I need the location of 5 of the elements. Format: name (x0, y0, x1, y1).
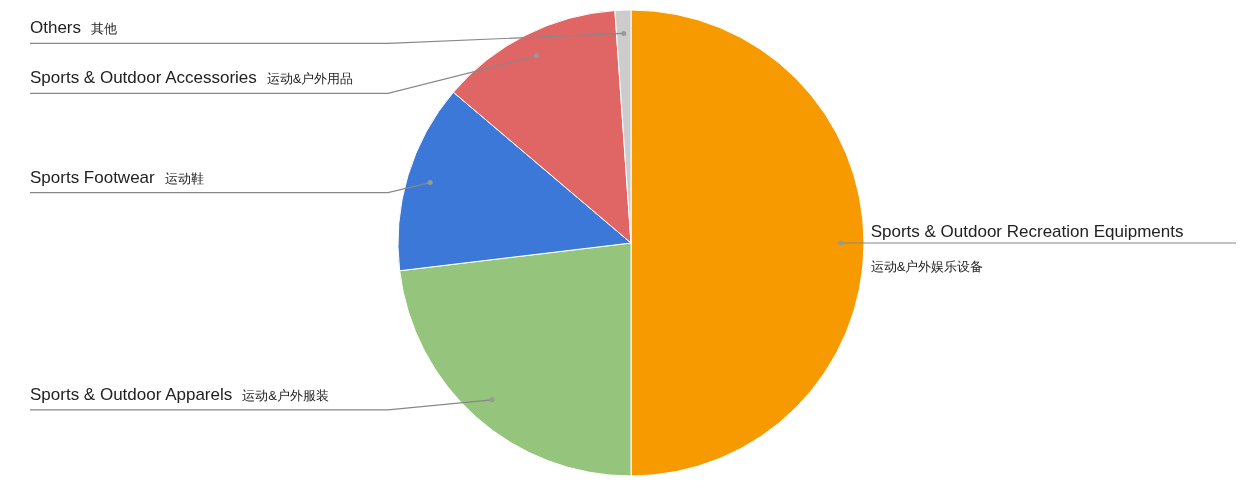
slice-label: Sports & Outdoor Apparels 运动&户外服装 (30, 384, 329, 404)
slice-label: Sports & Outdoor Recreation Equipments 运动&户外娱乐设备 (870, 222, 1184, 274)
slice-label: Others 其他 (30, 18, 118, 38)
slice-label: Sports & Outdoor Accessories 运动&户外用品 (30, 68, 354, 88)
slice-label: Sports Footwear 运动鞋 (30, 167, 204, 187)
